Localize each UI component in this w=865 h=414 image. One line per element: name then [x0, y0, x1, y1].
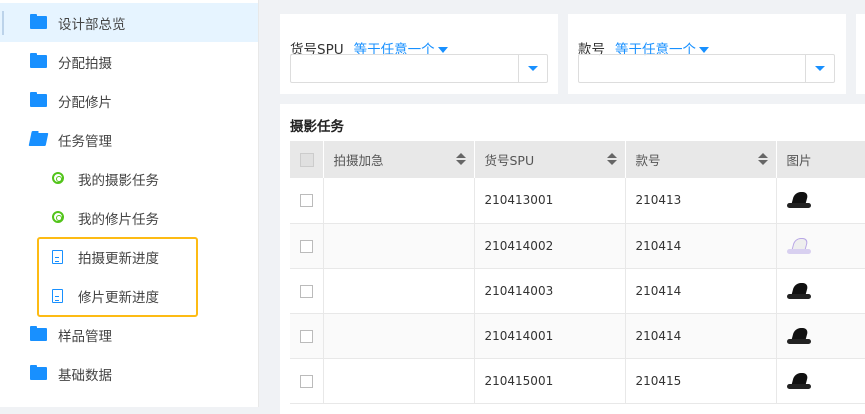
sidebar-item-assign-retouch[interactable]: 分配修片: [0, 81, 258, 120]
dropdown-button[interactable]: [805, 55, 834, 82]
row-checkbox[interactable]: [300, 239, 313, 253]
sidebar-item-task-management[interactable]: 任务管理: [0, 120, 258, 159]
column-header: 图片: [776, 141, 865, 178]
sort-icon[interactable]: [757, 153, 768, 167]
sort-icon[interactable]: [606, 153, 617, 167]
sidebar-item-assign-shoot[interactable]: 分配拍摄: [0, 42, 258, 81]
table-row[interactable]: 210414001 210414: [290, 313, 865, 359]
sidebar-item-retouch-progress[interactable]: 修片更新进度: [0, 276, 258, 315]
target-icon: [52, 211, 64, 223]
filter-card-style: 款号 等于任意一个: [568, 14, 846, 94]
sidebar-item-base-data[interactable]: 基础数据: [0, 354, 258, 393]
sidebar-item-label: 样品管理: [58, 328, 112, 345]
cell-urgent: [323, 358, 475, 404]
highlight-box: [37, 237, 198, 317]
cell-image[interactable]: [776, 223, 865, 269]
sidebar-item-design-overview[interactable]: 设计部总览: [0, 3, 258, 42]
dropdown-button[interactable]: [518, 55, 547, 82]
document-icon: [52, 289, 63, 303]
cell-spu: 210415001: [474, 358, 626, 404]
cell-spu: 210414003: [474, 268, 626, 314]
sidebar-item-label: 设计部总览: [58, 16, 126, 33]
spu-select[interactable]: [290, 54, 548, 83]
row-checkbox[interactable]: [300, 374, 313, 388]
caret-down-icon: [528, 66, 538, 71]
sidebar-item-label: 我的修片任务: [78, 211, 159, 228]
column-header[interactable]: 货号SPU: [474, 141, 626, 178]
shoe-image[interactable]: [786, 325, 813, 347]
sidebar-item-label: 我的摄影任务: [78, 172, 159, 189]
target-icon: [52, 172, 64, 184]
shoe-image[interactable]: [786, 280, 813, 302]
sidebar-item-shoot-progress[interactable]: 拍摄更新进度: [0, 237, 258, 276]
sidebar-item-label: 拍摄更新进度: [78, 250, 159, 267]
sidebar-item-label: 任务管理: [58, 133, 112, 150]
sort-icon[interactable]: [455, 153, 466, 167]
folder-open-icon: [28, 133, 49, 146]
folder-icon: [30, 14, 47, 29]
cell-spu: 210414001: [474, 313, 626, 359]
sidebar-item-label: 分配拍摄: [58, 55, 112, 72]
style-select[interactable]: [578, 54, 835, 83]
table-row[interactable]: 210414003 210414: [290, 268, 865, 314]
shoe-image[interactable]: [786, 370, 813, 392]
cell-style: 210415: [625, 358, 777, 404]
sidebar-item-label: 修片更新进度: [78, 289, 159, 306]
shoe-image[interactable]: [786, 235, 813, 257]
table-row[interactable]: 210414002 210414: [290, 223, 865, 269]
cell-image[interactable]: [776, 358, 865, 404]
sidebar-item-my-retouch-tasks[interactable]: 我的修片任务: [0, 198, 258, 237]
cell-style: 210414: [625, 268, 777, 314]
task-table: 拍摄加急 货号SPU 款号 图片 210413001 210413 210414…: [290, 141, 865, 404]
cell-style: 210414: [625, 223, 777, 269]
column-header[interactable]: 拍摄加急: [323, 141, 475, 178]
sidebar-item-my-shoot-tasks[interactable]: 我的摄影任务: [0, 159, 258, 198]
cell-image[interactable]: [776, 268, 865, 314]
cell-urgent: [323, 313, 475, 359]
cell-style: 210413: [625, 178, 777, 224]
caret-down-icon: [437, 47, 448, 53]
cell-image[interactable]: [776, 178, 865, 224]
folder-icon: [30, 53, 47, 68]
cell-image[interactable]: [776, 313, 865, 359]
cell-urgent: [323, 223, 475, 269]
sidebar: 设计部总览 分配拍摄 分配修片 任务管理 我的摄影任务 我的修片任务 拍摄更新进…: [0, 0, 259, 407]
table-header: 拍摄加急 货号SPU 款号 图片: [290, 141, 865, 178]
cell-urgent: [323, 178, 475, 224]
shoe-image[interactable]: [786, 189, 813, 211]
filter-card-partial: [856, 14, 865, 94]
document-icon: [52, 250, 63, 264]
sidebar-item-sample-management[interactable]: 样品管理: [0, 315, 258, 354]
sidebar-item-label: 分配修片: [58, 94, 112, 111]
caret-down-icon: [699, 47, 709, 53]
table-row[interactable]: 210413001 210413: [290, 178, 865, 224]
folder-icon: [30, 326, 47, 341]
caret-down-icon: [815, 66, 825, 71]
table-title: 摄影任务: [290, 119, 344, 135]
folder-icon: [30, 365, 47, 380]
row-checkbox[interactable]: [300, 329, 313, 343]
row-checkbox[interactable]: [300, 284, 313, 298]
row-checkbox[interactable]: [300, 194, 313, 208]
cell-style: 210414: [625, 313, 777, 359]
cell-spu: 210414002: [474, 223, 626, 269]
sidebar-item-label: 基础数据: [58, 367, 112, 384]
select-all-checkbox[interactable]: [300, 153, 314, 168]
column-header[interactable]: 款号: [625, 141, 777, 178]
folder-icon: [30, 92, 47, 107]
filter-card-spu: 货号SPU 等于任意一个: [280, 14, 558, 94]
cell-spu: 210413001: [474, 178, 626, 224]
table-row[interactable]: 210415001 210415: [290, 358, 865, 404]
cell-urgent: [323, 268, 475, 314]
